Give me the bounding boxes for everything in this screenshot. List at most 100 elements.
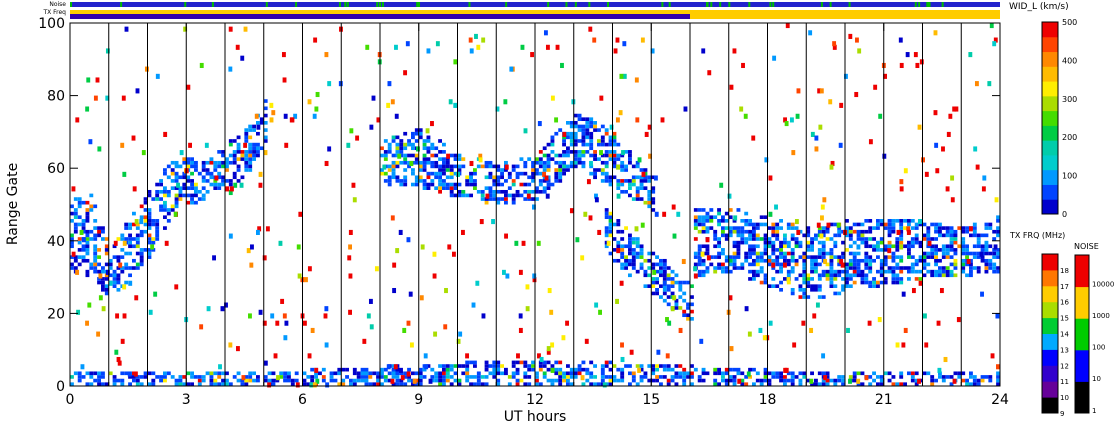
- scatter-cell: [644, 131, 649, 137]
- echo-cell: [721, 215, 725, 220]
- echo-cell: [763, 367, 768, 372]
- echo-cell: [124, 222, 129, 227]
- width-colorbar-swatch: [1042, 81, 1058, 97]
- echo-cell: [248, 160, 253, 165]
- echo-cell: [383, 150, 388, 154]
- echo-cell: [263, 113, 268, 118]
- echo-cell: [290, 382, 295, 386]
- echo-cell: [814, 237, 818, 241]
- echo-cell: [616, 142, 621, 147]
- echo-cell: [752, 248, 756, 252]
- echo-cell: [631, 262, 636, 267]
- echo-cell: [763, 240, 768, 245]
- echo-cell: [879, 280, 884, 285]
- echo-cell: [399, 371, 404, 376]
- scatter-cell: [122, 313, 127, 319]
- txfreq-colorbar-tick: 17: [1060, 283, 1069, 291]
- scatter-cell: [792, 342, 797, 348]
- echo-cell: [895, 382, 900, 386]
- echo-cell: [806, 229, 811, 234]
- echo-cell: [895, 273, 900, 278]
- echo-cell: [132, 371, 136, 376]
- scatter-cell: [743, 113, 748, 119]
- echo-cell: [763, 371, 768, 376]
- echo-cell: [829, 378, 834, 383]
- echo-cell: [236, 179, 241, 183]
- echo-cell: [453, 157, 458, 161]
- scatter-cell: [981, 186, 986, 192]
- echo-cell: [294, 378, 299, 383]
- scatter-cell: [248, 313, 252, 319]
- echo-cell: [643, 171, 648, 176]
- scatter-cell: [660, 117, 665, 123]
- scatter-cell: [79, 229, 84, 235]
- echo-cell: [779, 226, 783, 230]
- echo-cell: [728, 262, 733, 267]
- echo-cell: [546, 186, 551, 190]
- echo-cell: [817, 262, 822, 267]
- echo-cell: [891, 219, 896, 223]
- noise-colorbar-swatch: [1075, 381, 1089, 414]
- echo-cell: [496, 382, 501, 386]
- scatter-cell: [96, 331, 101, 337]
- echo-cell: [453, 371, 458, 376]
- echo-cell: [562, 150, 566, 154]
- echo-cell: [380, 153, 384, 158]
- scatter-cell: [269, 117, 274, 123]
- echo-cell: [77, 248, 82, 252]
- scatter-cell: [352, 197, 357, 203]
- echo-cell: [860, 240, 865, 245]
- echo-cell: [748, 237, 752, 241]
- scatter-cell: [848, 378, 852, 384]
- echo-cell: [166, 211, 171, 216]
- echo-cell: [221, 160, 225, 165]
- echo-cell: [775, 375, 780, 379]
- echo-cell: [856, 233, 861, 238]
- echo-cell: [829, 251, 834, 256]
- echo-cell: [783, 375, 787, 379]
- noise-colorbar-swatch: [1075, 255, 1089, 288]
- scatter-cell: [132, 186, 137, 192]
- echo-cell: [236, 378, 241, 383]
- echo-cell: [562, 164, 566, 169]
- echo-cell: [852, 240, 857, 245]
- echo-cell: [232, 171, 237, 176]
- echo-cell: [430, 179, 435, 183]
- echo-cell: [101, 284, 105, 288]
- scatter-cell: [899, 186, 904, 192]
- echo-cell: [116, 266, 121, 270]
- echo-cell: [581, 367, 586, 372]
- echo-cell: [628, 182, 632, 187]
- echo-cell: [186, 160, 191, 165]
- scatter-cell: [917, 378, 921, 384]
- scatter-cell: [671, 204, 676, 210]
- scatter-cell: [390, 378, 395, 384]
- echo-cell: [771, 284, 776, 288]
- echo-cell: [438, 171, 442, 176]
- echo-cell: [395, 150, 400, 154]
- echo-cell: [542, 189, 547, 194]
- echo-cell: [194, 186, 198, 190]
- echo-cell: [829, 277, 834, 281]
- echo-cell: [604, 226, 609, 230]
- scatter-cell: [390, 215, 395, 221]
- echo-cell: [748, 244, 752, 249]
- echo-cell: [236, 150, 241, 154]
- echo-cell: [209, 175, 214, 180]
- echo-cell: [868, 266, 873, 270]
- echo-cell: [248, 153, 253, 158]
- scatter-cell: [347, 255, 352, 261]
- echo-cell: [535, 157, 539, 161]
- echo-cell: [690, 295, 694, 299]
- echo-cell: [740, 371, 745, 376]
- echo-cell: [104, 244, 109, 249]
- echo-cell: [628, 237, 632, 241]
- echo-cell: [600, 160, 605, 165]
- echo-cell: [748, 222, 752, 227]
- scatter-cell: [163, 131, 168, 137]
- echo-cell: [442, 182, 446, 187]
- scatter-cell: [97, 146, 102, 152]
- echo-cell: [209, 157, 214, 161]
- echo-cell: [833, 378, 838, 383]
- echo-cell: [748, 248, 752, 252]
